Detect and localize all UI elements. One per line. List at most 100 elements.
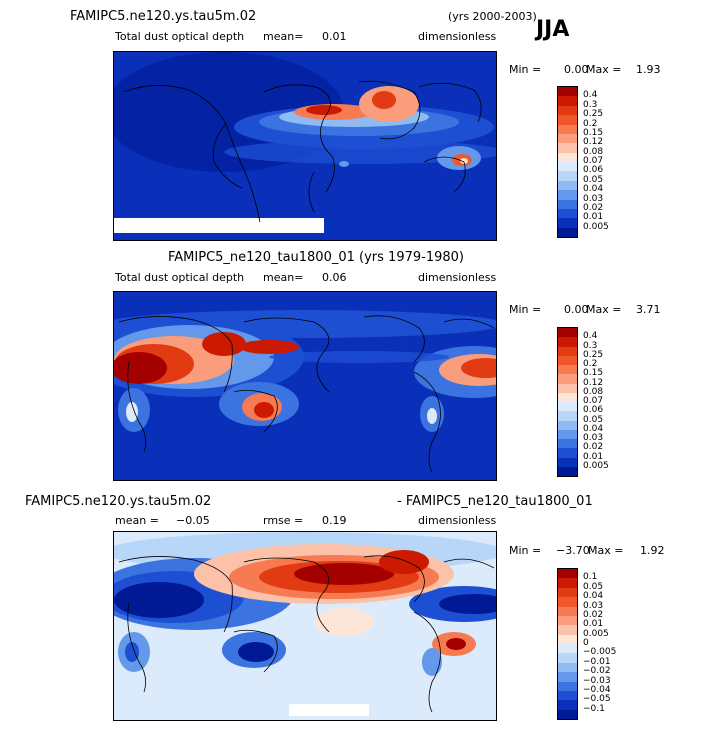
panel-2-case-title: FAMIPC5_ne120_tau1800_01 (yrs 1979-1980) (168, 250, 464, 265)
colorbar-swatch (558, 180, 577, 191)
colorbar-swatch (558, 87, 577, 97)
colorbar-level-label: −0.03 (583, 675, 611, 686)
panel-3-colorbar (557, 568, 578, 720)
colorbar-swatch (558, 439, 577, 449)
colorbar-level-label: 0.4 (583, 90, 598, 101)
panel-2-map (113, 291, 497, 481)
colorbar-swatch (558, 709, 577, 719)
colorbar-swatch (558, 105, 577, 116)
colorbar-swatch (558, 644, 577, 654)
panel-1-min-label: Min = (509, 63, 542, 76)
colorbar-swatch (558, 374, 577, 384)
colorbar-swatch (558, 346, 577, 356)
panel-1-units: dimensionless (418, 30, 497, 43)
colorbar-level-label: −0.05 (583, 694, 611, 705)
panel-3-case-title: FAMIPC5.ne120.ys.tau5m.02 (25, 494, 212, 509)
colorbar-swatch (558, 143, 577, 153)
colorbar-swatch (558, 653, 577, 663)
colorbar-swatch (558, 690, 577, 701)
panel-1-map (113, 51, 497, 241)
colorbar-swatch (558, 383, 577, 393)
colorbar-swatch (558, 625, 577, 635)
panel-1-mean-value: 0.01 (322, 30, 347, 43)
panel-1-max-label: Max = (586, 63, 622, 76)
colorbar-level-label: 0.04 (583, 184, 604, 195)
colorbar-level-label: 0.04 (583, 591, 604, 602)
colorbar-level-label: 0.25 (583, 349, 604, 360)
colorbar-level-label: 0.08 (583, 386, 604, 397)
panel-1-years: (yrs 2000-2003) (448, 10, 537, 23)
panel-2-min-value: 0.00 (564, 303, 589, 316)
colorbar-level-label: 0.25 (583, 109, 604, 120)
panel-3-mean-label: mean = (115, 514, 159, 527)
colorbar-level-label: 0.07 (583, 156, 604, 166)
colorbar-swatch (558, 578, 577, 588)
colorbar-level-label: 0.15 (583, 368, 604, 379)
colorbar-swatch (558, 700, 577, 710)
panel-2-max-value: 3.71 (636, 303, 661, 316)
colorbar-swatch (558, 466, 577, 476)
panel-3-min-value: −3.70 (556, 544, 590, 557)
colorbar-level-label: 0.12 (583, 137, 604, 148)
panel-3-map (113, 531, 497, 721)
panel-1-var-label: Total dust optical depth (115, 30, 245, 43)
colorbar-swatch (558, 634, 577, 644)
panel-3-mean-value: −0.05 (176, 514, 210, 527)
colorbar-swatch (558, 162, 577, 172)
panel-2-mean-value: 0.06 (322, 271, 347, 284)
panel-2-colorbar (557, 327, 578, 477)
panel-1-min-value: 0.00 (564, 63, 589, 76)
colorbar-swatch (558, 606, 577, 616)
colorbar-level-label: 0.01 (583, 212, 604, 223)
colorbar-swatch (558, 429, 577, 439)
panel-1-colorbar (557, 86, 578, 238)
colorbar-swatch (558, 411, 577, 421)
panel-3-max-value: 1.92 (640, 544, 665, 557)
colorbar-level-label: 0.15 (583, 127, 604, 138)
colorbar-level-label: 0.02 (583, 202, 604, 213)
colorbar-swatch (558, 587, 577, 598)
panel-3-units: dimensionless (418, 514, 497, 527)
panel-1-max-value: 1.93 (636, 63, 661, 76)
colorbar-swatch (558, 457, 577, 467)
panel-2-max-label: Max = (586, 303, 622, 316)
colorbar-level-label: 0.4 (583, 331, 598, 342)
colorbar-level-label: 0.06 (583, 165, 604, 176)
colorbar-swatch (558, 402, 577, 412)
colorbar-swatch (558, 355, 577, 365)
colorbar-swatch (558, 218, 577, 228)
colorbar-swatch (558, 96, 577, 106)
colorbar-swatch (558, 190, 577, 200)
colorbar-level-label: 0.05 (583, 174, 604, 185)
colorbar-swatch (558, 569, 577, 579)
colorbar-swatch (558, 115, 577, 125)
colorbar-swatch (558, 672, 577, 682)
colorbar-level-label: −0.02 (583, 666, 611, 677)
colorbar-swatch (558, 208, 577, 219)
colorbar-swatch (558, 171, 577, 181)
colorbar-swatch (558, 199, 577, 209)
colorbar-swatch (558, 365, 577, 375)
colorbar-swatch (558, 662, 577, 673)
colorbar-swatch (558, 681, 577, 691)
colorbar-level-label: 0.3 (583, 340, 598, 351)
colorbar-swatch (558, 337, 577, 347)
colorbar-level-label: 0.06 (583, 405, 604, 416)
colorbar-level-label: 0.3 (583, 99, 598, 110)
colorbar-level-label: 0.005 (583, 628, 609, 639)
panel-1-mean-label: mean= (263, 30, 304, 43)
panel-2-var-label: Total dust optical depth (115, 271, 245, 284)
colorbar-level-label: 0.005 (583, 460, 609, 471)
colorbar-swatch (558, 597, 577, 607)
colorbar-swatch (558, 227, 577, 237)
panel-1-case-title: FAMIPC5.ne120.ys.tau5m.02 (70, 9, 257, 24)
colorbar-swatch (558, 124, 577, 134)
season-label: JJA (536, 17, 570, 42)
colorbar-swatch (558, 152, 577, 162)
colorbar-level-label: 0.05 (583, 414, 604, 425)
colorbar-level-label: 0.12 (583, 377, 604, 388)
panel-2-units: dimensionless (418, 271, 497, 284)
colorbar-swatch (558, 615, 577, 626)
panel-3-rmse-value: 0.19 (322, 514, 347, 527)
colorbar-level-label: 0.01 (583, 451, 604, 462)
